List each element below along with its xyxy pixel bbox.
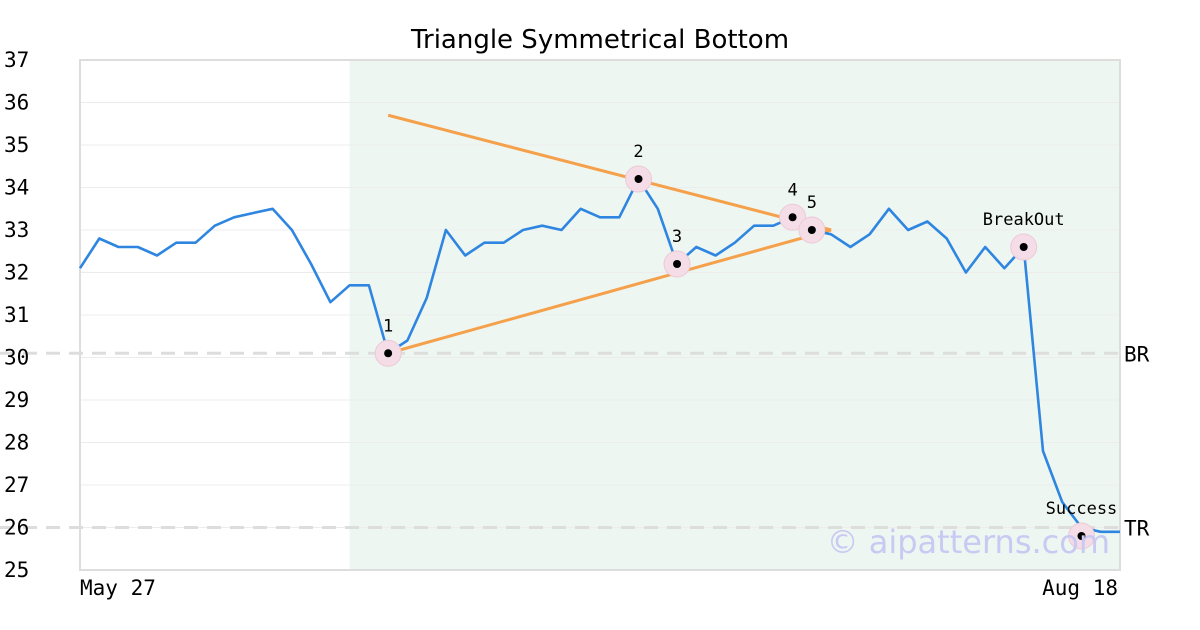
y-tick-label-26: 26 xyxy=(4,516,29,540)
y-tick-label-25: 25 xyxy=(4,558,29,582)
x-tick-label-start: May 27 xyxy=(80,576,156,600)
y-tick-label-37: 37 xyxy=(4,48,29,72)
point-label-4: 4 xyxy=(787,180,797,200)
point-label-5: 5 xyxy=(807,193,817,213)
y-tick-labels: 37 36 35 34 33 32 31 30 29 28 27 26 25 xyxy=(4,48,29,582)
pattern-points-layer: 1 2 3 45 BreakOut Success xyxy=(374,142,1118,550)
point-label-success: Success xyxy=(1046,499,1118,519)
y-tick-label-36: 36 xyxy=(4,91,29,115)
point-label-2: 2 xyxy=(633,142,643,162)
y-tick-label-32: 32 xyxy=(4,261,29,285)
y-tick-label-30: 30 xyxy=(4,346,29,370)
point-label-breakout: BreakOut xyxy=(983,210,1065,230)
watermark-text: © aipatterns.com xyxy=(827,523,1110,561)
x-tick-label-end: Aug 18 xyxy=(1042,576,1118,600)
reference-label-br: BR xyxy=(1124,342,1150,366)
reference-line-layer: BR TR xyxy=(0,342,1150,541)
point-marker-breakout xyxy=(1019,243,1028,251)
chart-title: Triangle Symmetrical Bottom xyxy=(410,25,789,55)
trendline-upper xyxy=(387,113,832,232)
y-tick-label-29: 29 xyxy=(4,388,29,412)
y-tick-label-28: 28 xyxy=(4,431,29,455)
point-marker-3 xyxy=(673,260,682,268)
point-label-3: 3 xyxy=(672,227,682,247)
y-tick-label-33: 33 xyxy=(4,218,29,242)
y-tick-label-35: 35 xyxy=(4,133,29,157)
point-marker-4 xyxy=(788,213,797,222)
trendline-lower xyxy=(387,228,832,355)
trendline-layer xyxy=(387,113,832,355)
point-marker-2 xyxy=(634,175,643,183)
price-series-line xyxy=(78,177,1120,534)
point-marker-5 xyxy=(807,226,816,234)
y-tick-label-27: 27 xyxy=(4,473,29,497)
y-tick-label-31: 31 xyxy=(4,303,29,327)
point-marker-success xyxy=(1077,532,1086,540)
plot-frame xyxy=(79,59,1121,571)
y-tick-label-34: 34 xyxy=(4,176,29,200)
point-label-1: 1 xyxy=(383,316,393,336)
point-marker-1 xyxy=(384,349,393,358)
reference-label-tr: TR xyxy=(1124,517,1150,541)
